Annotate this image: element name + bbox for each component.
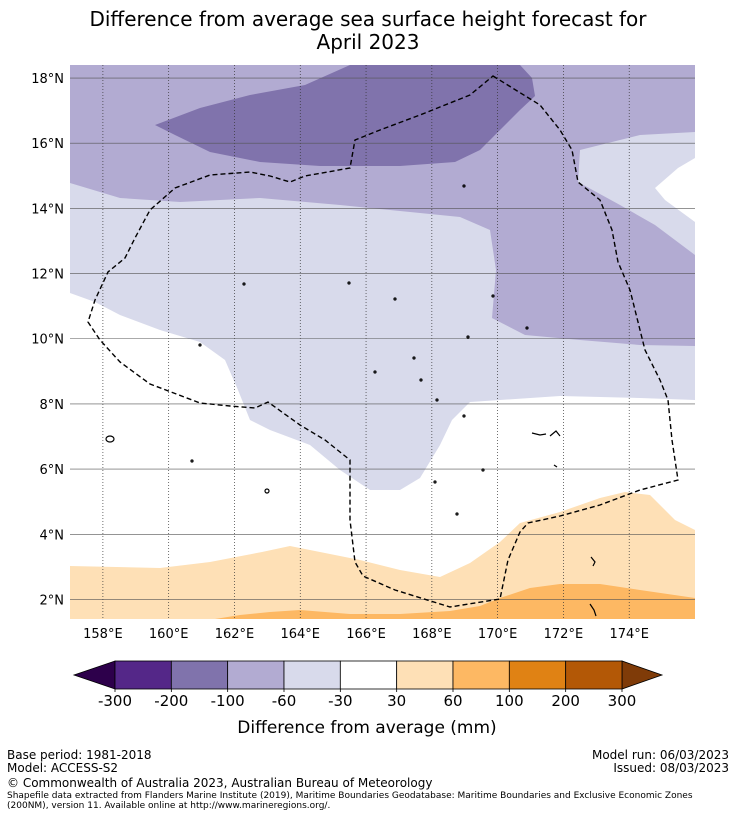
island — [435, 398, 439, 402]
x-axis-tick-labels: 158°E 160°E 162°E 164°E 166°E 168°E 170°E 172°E… — [83, 627, 649, 642]
colorbar-label: Difference from average (mm) — [237, 718, 496, 738]
island — [549, 430, 561, 437]
island — [466, 335, 470, 339]
colorbar-tick-label: 300 — [608, 692, 637, 710]
colorbar-over-arrow — [621, 660, 664, 690]
colorbar-swatch — [396, 660, 454, 690]
x-tick-label: 158°E — [83, 627, 123, 642]
x-tick-label: 166°E — [346, 627, 386, 642]
colorbar-tick-label: 30 — [387, 692, 406, 710]
chart-title: Difference from average sea surface heig… — [0, 8, 736, 54]
colorbar-swatch — [452, 660, 510, 690]
y-tick-label: 4°N — [40, 528, 65, 543]
x-tick-label: 172°E — [544, 627, 584, 642]
x-tick-label: 162°E — [215, 627, 255, 642]
colorbar-tick-label: -300 — [98, 692, 132, 710]
x-tick-label: 160°E — [149, 627, 189, 642]
copyright-notice: © Commonwealth of Australia 2023, Austra… — [7, 776, 433, 790]
y-tick-label: 16°N — [31, 137, 64, 152]
colorbar-tick-label: -30 — [328, 692, 353, 710]
y-tick-label: 2°N — [40, 593, 65, 608]
island — [198, 343, 202, 347]
colorbar-tick-label: -60 — [272, 692, 297, 710]
colorbar-swatch — [114, 660, 172, 690]
island — [393, 297, 397, 301]
y-tick-label: 12°N — [31, 268, 64, 283]
issued-date: Issued: 08/03/2023 — [613, 761, 729, 775]
eez-boundary — [87, 75, 679, 608]
colorbar: -300 -200 -100 -60 -30 30 60 100 200 300 — [72, 660, 664, 710]
colorbar-swatch — [508, 660, 567, 690]
colorbar-tick-label: 200 — [551, 692, 580, 710]
colorbar-under-arrow — [72, 660, 116, 690]
island — [462, 414, 466, 418]
y-tick-label: 10°N — [31, 333, 64, 348]
island — [105, 435, 115, 443]
island — [590, 556, 596, 567]
colorbar-swatch — [170, 660, 229, 690]
region-neutral-right — [655, 158, 695, 222]
x-tick-label: 168°E — [412, 627, 452, 642]
colorbar-tick-label: 100 — [495, 692, 524, 710]
x-tick-label: 170°E — [478, 627, 518, 642]
graticule — [70, 65, 695, 619]
map-plot-area — [70, 65, 695, 619]
island — [264, 488, 270, 494]
colorbar-tick-label: -200 — [154, 692, 188, 710]
island — [347, 281, 351, 285]
island — [491, 294, 495, 298]
island — [242, 282, 246, 286]
island — [373, 370, 377, 374]
region-60-100 — [215, 584, 695, 619]
island — [455, 512, 459, 516]
island — [525, 326, 529, 330]
x-tick-label: 164°E — [280, 627, 320, 642]
colorbar-swatch — [339, 660, 398, 690]
chart-title-line-1: Difference from average sea surface heig… — [89, 7, 647, 31]
x-tick-label: 174°E — [609, 627, 649, 642]
colorbar-swatch — [283, 660, 341, 690]
island — [462, 184, 466, 188]
y-axis-tick-labels: 2°N 4°N 6°N 8°N 10°N 12°N 14°N 16°N 18°N — [31, 72, 64, 608]
y-tick-label: 14°N — [31, 202, 64, 217]
colorbar-swatch — [565, 660, 623, 690]
y-tick-label: 6°N — [40, 463, 65, 478]
colorbar-swatch — [227, 660, 285, 690]
chart-title-line-2: April 2023 — [316, 30, 420, 54]
islands — [105, 184, 597, 617]
shapefile-credit-line-2: (200NM), version 11. Available online at… — [7, 801, 331, 811]
y-tick-label: 8°N — [40, 398, 65, 413]
base-period: Base period: 1981-2018 — [7, 748, 152, 762]
y-tick-label: 18°N — [31, 72, 64, 87]
island — [481, 468, 485, 472]
island — [531, 432, 547, 436]
island — [589, 603, 597, 617]
island — [412, 356, 416, 360]
shapefile-credit-line-1: Shapefile data extracted from Flanders M… — [7, 791, 693, 801]
model-name: Model: ACCESS-S2 — [7, 761, 119, 775]
island — [190, 459, 194, 463]
island — [419, 378, 423, 382]
colorbar-tick-label: 60 — [443, 692, 462, 710]
colorbar-tick-label: -100 — [211, 692, 245, 710]
region-minus200-minus100 — [155, 65, 535, 166]
model-run: Model run: 06/03/2023 — [591, 748, 729, 762]
island — [553, 464, 558, 468]
island — [433, 480, 437, 484]
